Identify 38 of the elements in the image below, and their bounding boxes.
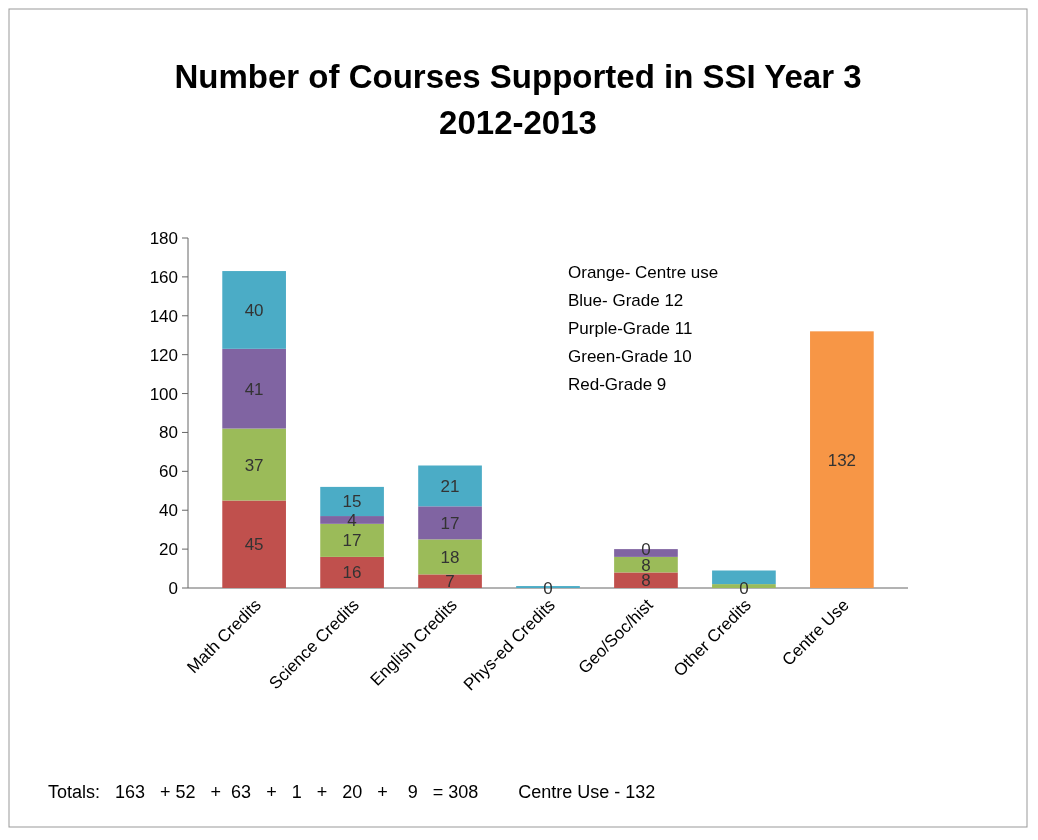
y-tick-label: 0 [168,579,178,598]
data-label: 41 [244,379,264,399]
data-label: 132 [827,450,857,470]
y-tick-label: 80 [159,423,178,443]
y-tick-label: 160 [149,267,178,287]
text: Totals: 163 + 52 + 63 + 1 + 20 + 9 = 308 Centre Use - 132 [48,782,656,802]
y-tick-label: 40 [159,501,178,521]
y-tick-label: 60 [159,462,178,482]
data-label: 17 [440,513,460,533]
chart-title: Number of Courses Supported in SSI Year 3 2012-2013 [174,58,862,141]
data-label: 21 [440,476,460,496]
data-label: 45 [244,535,264,555]
y-tick-label: 120 [149,345,178,365]
y-tick-label: 140 [149,306,178,326]
bar [614,556,678,573]
annotation: Orange- Centre use Blue- Grade 12 Purple-Grade 11 Green-Grade 10 Red-Grade 9 [568,263,719,394]
y-tick-label: 180 [149,229,178,248]
data-label: 16 [342,563,362,583]
data-label: 15 [342,492,362,512]
bar [418,574,482,588]
bar [222,428,286,501]
y-tick-label: 20 [159,540,178,560]
bar [222,348,286,429]
y-tick-label: 100 [149,384,178,404]
bar [320,516,384,524]
bar [222,500,286,588]
bar [222,271,286,349]
bar [418,465,482,507]
data-label: 40 [244,300,264,320]
bar [418,506,482,540]
data-label: 18 [440,547,460,567]
data-label: 37 [244,455,264,475]
bar [418,539,482,575]
bar [614,572,678,588]
data-label: 7 [445,572,455,592]
bar [320,556,384,588]
data-label: 17 [342,531,362,551]
bar [810,331,874,588]
